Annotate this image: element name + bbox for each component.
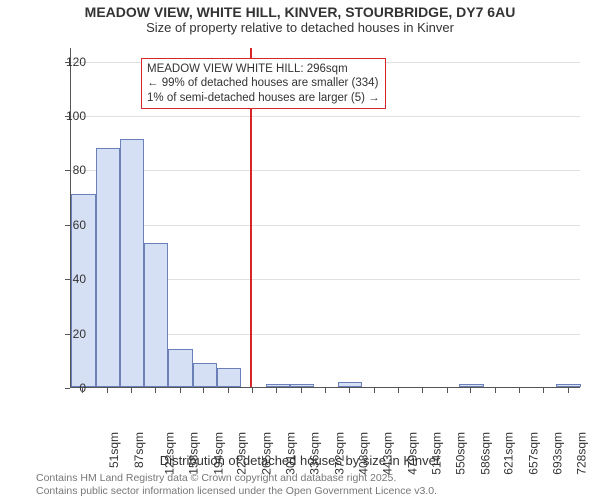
footer-line-2: Contains public sector information licen… — [36, 485, 437, 498]
y-tick — [65, 388, 70, 389]
histogram-bar — [120, 139, 144, 387]
x-tick — [495, 388, 496, 393]
title-block: MEADOW VIEW, WHITE HILL, KINVER, STOURBR… — [0, 0, 600, 35]
x-tick — [543, 388, 544, 393]
x-tick — [276, 388, 277, 393]
y-tick — [65, 170, 70, 171]
y-tick — [65, 334, 70, 335]
x-tick — [180, 388, 181, 393]
histogram-bar — [168, 349, 193, 387]
x-tick — [447, 388, 448, 393]
x-tick — [374, 388, 375, 393]
x-tick-label: 550sqm — [455, 432, 467, 475]
y-tick — [65, 225, 70, 226]
gridline — [71, 116, 580, 117]
x-tick-label: 87sqm — [133, 432, 145, 468]
y-tick-label: 120 — [56, 56, 86, 68]
x-tick-label: 51sqm — [108, 432, 120, 468]
y-tick-label: 40 — [56, 273, 86, 285]
annotation-line: 1% of semi-detached houses are larger (5… — [147, 91, 380, 105]
x-tick — [470, 388, 471, 393]
x-tick — [349, 388, 350, 393]
x-tick-label: 514sqm — [430, 432, 442, 475]
x-tick-label: 586sqm — [479, 432, 491, 475]
x-tick — [107, 388, 108, 393]
x-tick — [325, 388, 326, 393]
y-tick-label: 60 — [56, 219, 86, 231]
gridline — [71, 225, 580, 226]
x-tick — [82, 388, 83, 393]
x-tick — [422, 388, 423, 393]
histogram-bar — [459, 384, 484, 387]
x-tick — [519, 388, 520, 393]
x-tick — [568, 388, 569, 393]
y-tick-label: 100 — [56, 110, 86, 122]
histogram-bar — [556, 384, 581, 387]
x-tick-label: 621sqm — [503, 432, 515, 475]
gridline — [71, 170, 580, 171]
x-tick-label: 443sqm — [382, 432, 394, 475]
x-tick — [301, 388, 302, 393]
x-tick-label: 194sqm — [212, 432, 224, 475]
histogram-bar — [290, 384, 315, 387]
x-tick-label: 122sqm — [163, 432, 175, 475]
y-tick-label: 20 — [56, 328, 86, 340]
histogram-bar — [193, 363, 217, 387]
x-tick-label: 728sqm — [576, 432, 588, 475]
x-tick — [398, 388, 399, 393]
x-tick-label: 301sqm — [285, 432, 297, 475]
x-tick-label: 265sqm — [261, 432, 273, 475]
x-tick-label: 408sqm — [358, 432, 370, 475]
x-tick — [203, 388, 204, 393]
chart-container: MEADOW VIEW, WHITE HILL, KINVER, STOURBR… — [0, 0, 600, 500]
histogram-bar — [217, 368, 242, 387]
footer: Contains HM Land Registry data © Crown c… — [36, 472, 437, 498]
y-tick-label: 80 — [56, 164, 86, 176]
x-tick — [155, 388, 156, 393]
histogram-bar — [338, 382, 363, 387]
x-tick-label: 657sqm — [528, 432, 540, 475]
x-tick — [228, 388, 229, 393]
x-tick-label: 372sqm — [334, 432, 346, 475]
chart-title: MEADOW VIEW, WHITE HILL, KINVER, STOURBR… — [0, 4, 600, 20]
plot-area: MEADOW VIEW WHITE HILL: 296sqm← 99% of d… — [70, 48, 580, 388]
y-tick — [65, 279, 70, 280]
histogram-bar — [96, 148, 121, 387]
histogram-bar — [144, 243, 169, 387]
chart-subtitle: Size of property relative to detached ho… — [0, 20, 600, 35]
x-tick-label: 229sqm — [236, 432, 248, 475]
x-tick-label: 158sqm — [188, 432, 200, 475]
x-tick — [131, 388, 132, 393]
x-tick-label: 336sqm — [309, 432, 321, 475]
x-tick-label: 693sqm — [552, 432, 564, 475]
y-tick — [65, 62, 70, 63]
x-tick-label: 479sqm — [406, 432, 418, 475]
y-tick — [65, 116, 70, 117]
annotation-line: MEADOW VIEW WHITE HILL: 296sqm — [147, 62, 380, 76]
annotation-line: ← 99% of detached houses are smaller (33… — [147, 76, 380, 90]
x-tick — [252, 388, 253, 393]
histogram-bar — [266, 384, 290, 387]
annotation-box: MEADOW VIEW WHITE HILL: 296sqm← 99% of d… — [141, 58, 386, 109]
